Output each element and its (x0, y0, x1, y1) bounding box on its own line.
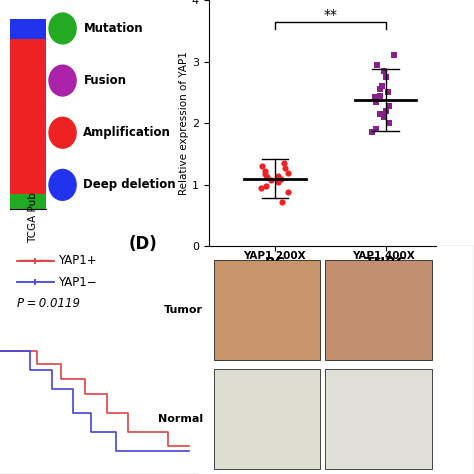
Point (384, 89, 392, 96)
Point (261, 167, 269, 175)
Point (383, 107, 390, 115)
Text: YAP1 200X: YAP1 200X (244, 251, 306, 261)
Text: Mutation: Mutation (83, 22, 143, 35)
Bar (10, 39, 46, 194)
Text: Normal: Normal (158, 414, 203, 424)
Text: YAP1−: YAP1− (58, 275, 97, 289)
Bar (325, 369, 431, 469)
Circle shape (49, 65, 76, 96)
Point (381, 67, 388, 75)
Text: YAP1+: YAP1+ (58, 254, 97, 267)
Text: (D): (D) (129, 235, 158, 253)
Bar (214, 260, 320, 360)
Point (382, 73, 390, 81)
Point (380, 113, 387, 121)
Point (261, 170, 269, 178)
Point (278, 198, 285, 206)
Text: Amplification: Amplification (83, 126, 171, 139)
Point (376, 92, 383, 100)
Point (258, 163, 266, 170)
Point (371, 93, 379, 101)
Point (274, 172, 282, 180)
Y-axis label: Relative expression of YAP1: Relative expression of YAP1 (179, 51, 189, 195)
Text: Tumor: Tumor (164, 305, 203, 315)
Point (284, 189, 292, 196)
Point (262, 182, 270, 190)
Text: Fusion: Fusion (83, 74, 127, 87)
Point (263, 173, 271, 181)
Point (281, 159, 288, 167)
Circle shape (49, 118, 76, 148)
Circle shape (49, 170, 76, 200)
Point (385, 102, 392, 110)
Point (369, 129, 376, 137)
Point (285, 169, 292, 176)
Text: **: ** (323, 8, 337, 22)
Bar (10, 19, 46, 39)
Point (378, 82, 385, 90)
Point (376, 86, 383, 93)
Text: YAP1 400X: YAP1 400X (352, 251, 415, 261)
Point (385, 119, 392, 127)
Text: TCGA Pub: TCGA Pub (28, 192, 38, 244)
Text: Deep deletion: Deep deletion (83, 178, 176, 191)
Bar (325, 260, 431, 360)
Point (257, 184, 265, 192)
Bar (10, 194, 46, 209)
Bar (214, 369, 320, 469)
Circle shape (49, 13, 76, 44)
Point (277, 175, 285, 182)
Point (372, 126, 380, 133)
Point (373, 98, 380, 106)
Point (373, 61, 381, 69)
Text: P = 0.0119: P = 0.0119 (17, 297, 80, 310)
Point (267, 176, 275, 184)
Point (390, 52, 398, 59)
Point (274, 178, 282, 186)
Point (376, 110, 383, 118)
Point (282, 164, 289, 172)
